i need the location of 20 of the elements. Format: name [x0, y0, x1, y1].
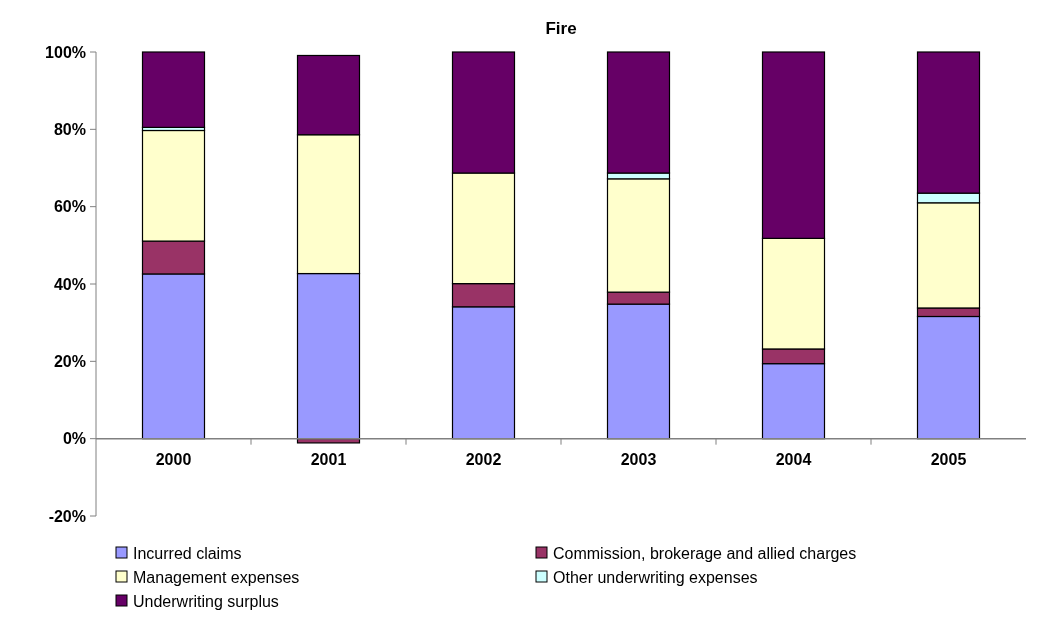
chart-title: Fire [545, 19, 577, 38]
legend-label: Other underwriting expenses [553, 568, 758, 586]
x-tick-label: 2002 [465, 450, 502, 468]
legend-label: Commission, brokerage and allied charges [553, 544, 857, 562]
legend-label: Incurred claims [133, 544, 242, 562]
y-tick-label: 20% [53, 352, 86, 370]
legend-label: Management expenses [133, 568, 300, 586]
y-tick-label: 80% [53, 120, 86, 138]
x-tick-label: 2001 [310, 450, 347, 468]
x-tick-label: 2003 [620, 450, 657, 468]
y-tick-label: -20% [48, 507, 86, 525]
y-tick-label: 100% [45, 43, 86, 61]
y-tick-label: 60% [53, 198, 86, 216]
x-tick-label: 2005 [930, 450, 967, 468]
y-tick-label: 40% [53, 275, 86, 293]
bar [141, 51, 206, 128]
y-tick-label: 0% [62, 430, 86, 448]
x-tick-label: 2000 [155, 450, 192, 468]
legend-label: Underwriting surplus [133, 592, 279, 610]
x-tick-label: 2004 [775, 450, 812, 468]
